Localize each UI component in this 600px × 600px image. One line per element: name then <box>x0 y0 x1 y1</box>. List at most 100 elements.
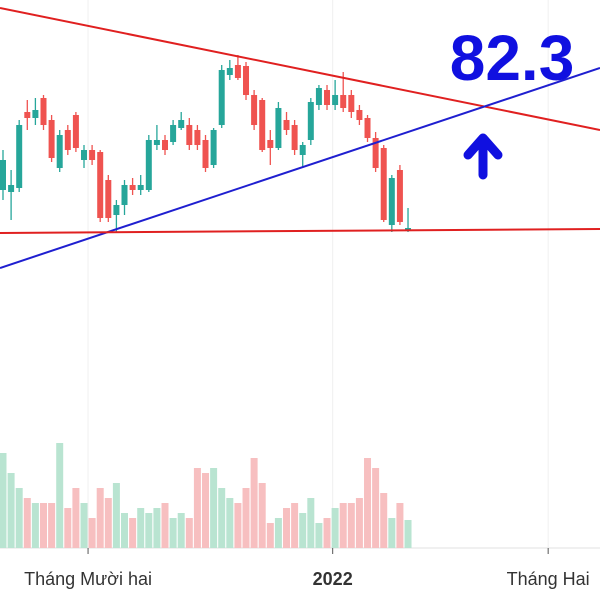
candle-body <box>267 140 274 148</box>
candle-body <box>234 65 241 78</box>
candle-body <box>275 108 282 148</box>
candle-body <box>332 95 339 105</box>
volume-bar <box>153 508 161 548</box>
candle-body <box>307 102 314 140</box>
candle-body <box>105 180 112 218</box>
candle-body <box>40 98 47 125</box>
volume-bar <box>177 513 185 548</box>
candle-body <box>251 95 258 125</box>
candle-body <box>315 88 322 105</box>
candle-body <box>405 228 412 230</box>
volume-bar <box>161 503 169 548</box>
volume-bar <box>250 458 258 548</box>
candle-body <box>178 120 185 128</box>
volume-bar <box>121 513 129 548</box>
candle-body <box>356 110 363 120</box>
volume-bar <box>404 520 412 548</box>
candle-body <box>145 140 152 190</box>
candle-body <box>243 66 250 95</box>
candle-body <box>8 185 15 192</box>
candle-body <box>194 130 201 145</box>
volume-bar <box>258 483 266 548</box>
volume-bar <box>145 513 153 548</box>
volume-bar <box>226 498 234 548</box>
candle-body <box>372 138 379 168</box>
annotation: 82.3 <box>450 22 575 94</box>
volume-bar <box>129 518 137 548</box>
volume-bar <box>347 503 355 548</box>
volume-bar <box>274 518 282 548</box>
volume-bar <box>88 518 96 548</box>
candle-body <box>348 95 355 112</box>
volume-bar <box>39 503 47 548</box>
volume-bar <box>291 503 299 548</box>
candle-body <box>210 130 217 165</box>
volume-bar <box>31 503 39 548</box>
candle-body <box>89 150 96 160</box>
candle-body <box>97 152 104 218</box>
candle-body <box>299 145 306 155</box>
volume-bar <box>396 503 404 548</box>
candle-body <box>226 68 233 75</box>
volume-bar <box>315 523 323 548</box>
volume-bar <box>64 508 72 548</box>
arrow-up <box>463 133 503 180</box>
volume-bar <box>218 488 226 548</box>
candle-body <box>162 140 169 150</box>
x-tick-label: Tháng Mười hai <box>24 569 152 589</box>
candle-body <box>48 120 55 158</box>
candle-body <box>56 135 63 168</box>
candle-body <box>291 125 298 150</box>
candle-body <box>129 185 136 190</box>
volume-bar <box>339 503 347 548</box>
volume-bar <box>0 453 7 548</box>
volume-bar <box>388 518 396 548</box>
candle-body <box>340 95 347 108</box>
volume-bar <box>202 473 210 548</box>
candle-body <box>259 100 266 150</box>
volume-bar <box>242 488 250 548</box>
volume-bar <box>210 468 218 548</box>
volume-bar <box>72 488 80 548</box>
trendline <box>0 67 600 269</box>
candle-body <box>24 112 31 118</box>
x-tick-label: 2022 <box>313 569 353 589</box>
trendline <box>0 7 600 131</box>
candle-body <box>186 125 193 145</box>
volume-bar <box>299 513 307 548</box>
volume-bar <box>372 468 380 548</box>
volume-bar <box>193 468 201 548</box>
candle-body <box>64 130 71 150</box>
volume-bar <box>23 498 31 548</box>
volume-bar <box>80 503 88 548</box>
candle-body <box>364 118 371 138</box>
candle-body <box>324 90 331 105</box>
candle-body <box>153 140 160 145</box>
volume-bar <box>266 523 274 548</box>
volume-bar <box>48 503 56 548</box>
candle-body <box>0 160 6 190</box>
candle-body <box>81 150 88 160</box>
volume-bar <box>7 473 15 548</box>
candle-body <box>170 125 177 142</box>
candle-body <box>218 70 225 125</box>
volume-bar <box>283 508 291 548</box>
volume-bar <box>56 443 64 548</box>
volume-bar <box>169 518 177 548</box>
volume-bar <box>331 508 339 548</box>
candle-body <box>396 170 403 222</box>
volume-bar <box>137 508 145 548</box>
volume-bar <box>307 498 315 548</box>
volume-bar <box>112 483 120 548</box>
volume-bar <box>323 518 331 548</box>
volume-bar <box>104 498 112 548</box>
volume-bar <box>380 493 388 548</box>
x-tick-label: Tháng Hai <box>507 569 590 589</box>
volume-bar <box>364 458 372 548</box>
candle-body <box>388 178 395 225</box>
candle-body <box>113 205 120 215</box>
candle-body <box>16 125 23 188</box>
candle-body <box>202 140 209 168</box>
volume-bar <box>234 503 242 548</box>
